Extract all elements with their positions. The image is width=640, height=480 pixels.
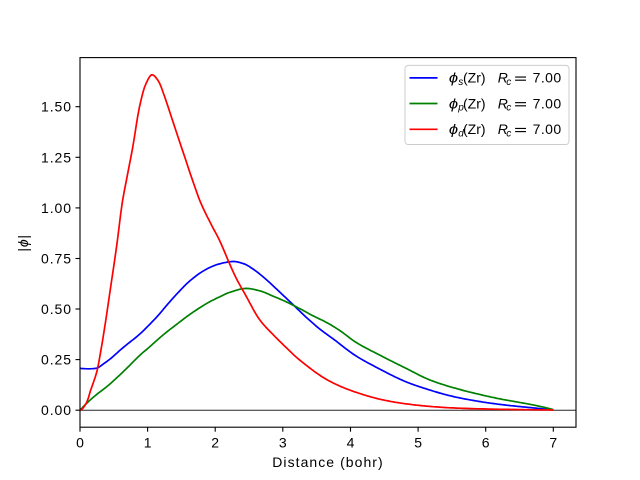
svg-text:5: 5 (414, 435, 422, 451)
svg-text:4: 4 (347, 435, 355, 451)
svg-text:1.25: 1.25 (41, 149, 72, 165)
svg-text:R: R (498, 95, 508, 111)
svg-text:|ϕ|: |ϕ| (15, 234, 31, 251)
svg-text:p: p (457, 103, 464, 114)
svg-text:c: c (506, 77, 511, 88)
svg-text:0: 0 (76, 435, 84, 451)
svg-text:ϕ: ϕ (449, 95, 458, 111)
svg-text:2: 2 (211, 435, 219, 451)
svg-text:c: c (506, 129, 511, 140)
svg-text:d: d (458, 129, 464, 140)
svg-text:7: 7 (549, 435, 557, 451)
svg-text:(Zr): (Zr) (463, 95, 486, 111)
svg-text:7.00: 7.00 (533, 95, 562, 111)
svg-text:6: 6 (482, 435, 490, 451)
svg-text:7.00: 7.00 (533, 70, 562, 86)
svg-text:(Zr): (Zr) (463, 70, 486, 86)
svg-text:0.00: 0.00 (41, 402, 72, 418)
svg-text:0.50: 0.50 (41, 301, 72, 317)
svg-text:R: R (498, 70, 508, 86)
svg-text:ϕ: ϕ (449, 121, 458, 137)
svg-text:1.50: 1.50 (41, 99, 72, 115)
svg-text:Distance (bohr): Distance (bohr) (272, 454, 383, 470)
svg-text:3: 3 (279, 435, 287, 451)
svg-text:R: R (498, 121, 508, 137)
svg-text:(Zr): (Zr) (463, 121, 486, 137)
svg-text:ϕ: ϕ (449, 70, 458, 86)
svg-text:0.25: 0.25 (41, 352, 72, 368)
svg-text:c: c (506, 103, 511, 114)
svg-text:1.00: 1.00 (41, 200, 72, 216)
svg-text:s: s (458, 77, 463, 88)
svg-text:0.75: 0.75 (41, 251, 72, 267)
svg-text:7.00: 7.00 (533, 121, 562, 137)
svg-text:1: 1 (144, 435, 152, 451)
